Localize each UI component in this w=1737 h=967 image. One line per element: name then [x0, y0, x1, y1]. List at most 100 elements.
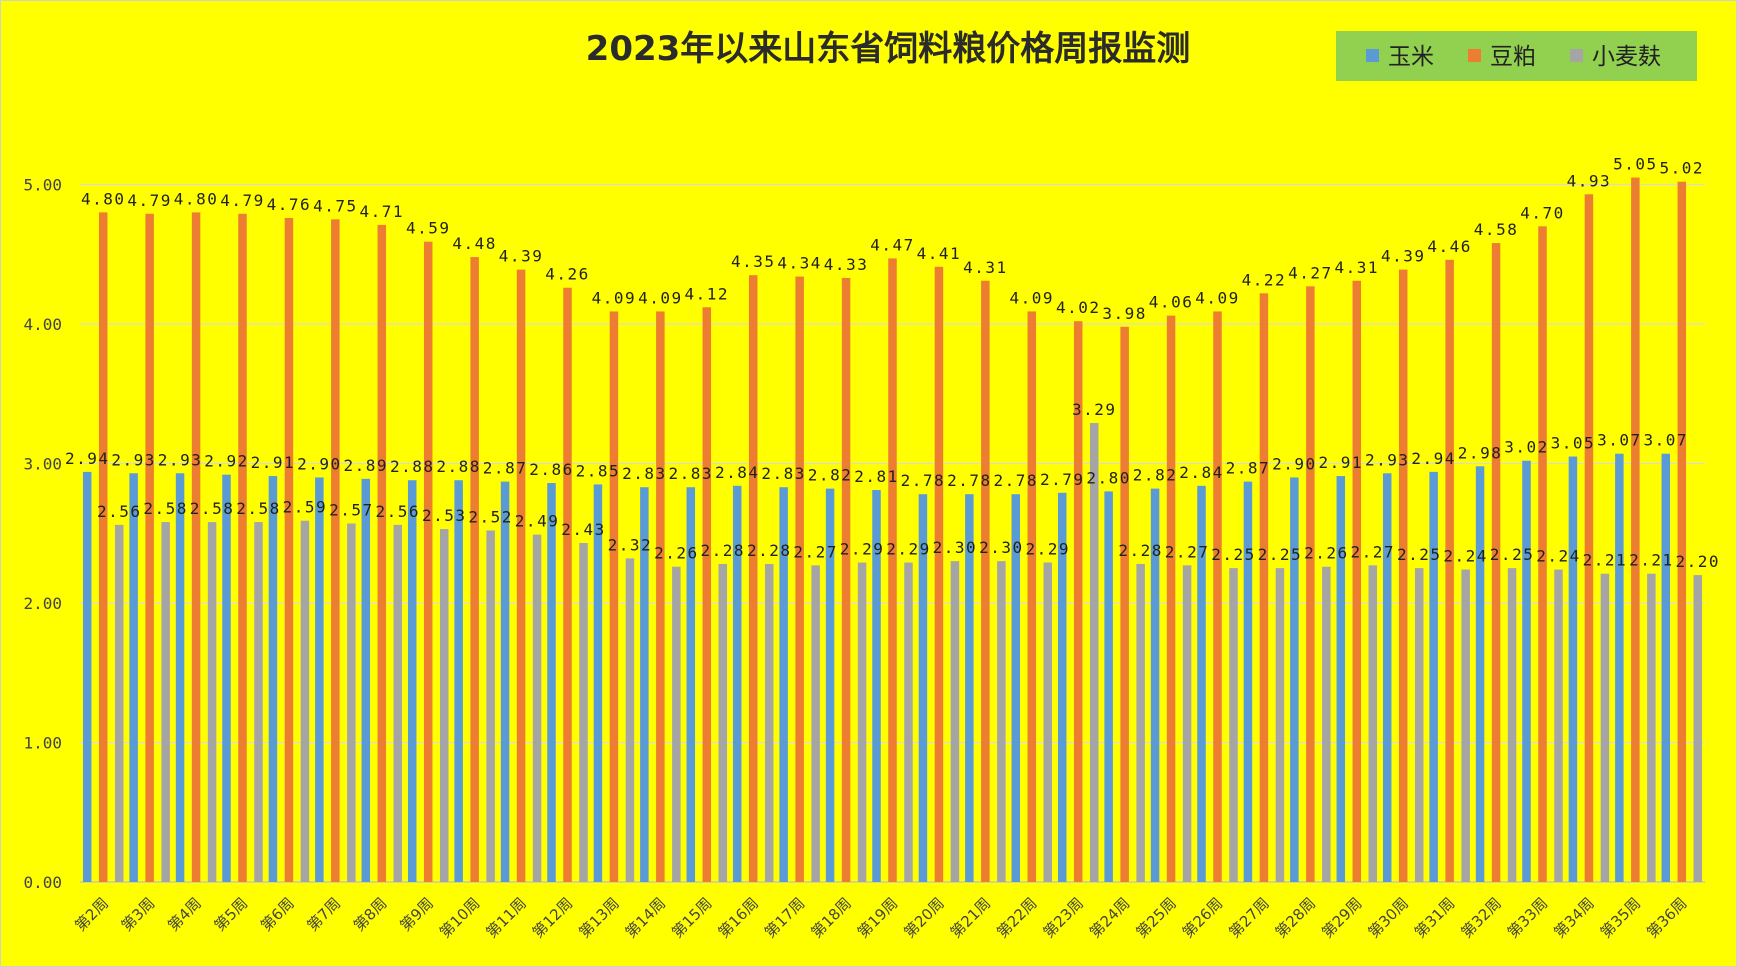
data-label: 2.78 — [947, 471, 992, 490]
data-label: 4.09 — [638, 288, 683, 307]
data-label: 4.09 — [1010, 288, 1055, 307]
data-label: 2.78 — [901, 471, 946, 490]
bar-豆粕-第3周 — [145, 213, 154, 883]
bar-豆粕-第16周 — [748, 275, 758, 882]
data-label: 2.84 — [1179, 463, 1224, 482]
bar-豆粕-第6周 — [284, 217, 294, 883]
bar-小麦麸-第9周 — [439, 529, 449, 882]
bar-豆粕-第12周 — [563, 287, 572, 883]
bar-小麦麸-第31周 — [1461, 569, 1470, 882]
data-label: 2.57 — [329, 500, 374, 519]
data-label: 2.28 — [701, 541, 746, 560]
data-label: 2.93 — [111, 450, 156, 469]
y-axis-ticks: 0.00 1.00 2.00 3.00 4.00 5.00 — [23, 176, 62, 893]
data-label: 5.05 — [1613, 155, 1658, 174]
data-label: 2.83 — [622, 464, 667, 483]
bar-小麦麸-第3周 — [161, 522, 170, 882]
y-tick-label: 3.00 — [23, 455, 62, 474]
data-label: 4.35 — [731, 252, 776, 271]
bar-玉米-第22周 — [1011, 494, 1021, 882]
data-label: 2.27 — [1165, 542, 1210, 561]
y-tick-label: 2.00 — [23, 594, 62, 613]
data-label: 3.07 — [1644, 431, 1689, 450]
bar-小麦麸-第13周 — [625, 558, 635, 882]
bar-小麦麸-第26周 — [1229, 568, 1238, 882]
legend-swatch-小麦麸 — [1570, 49, 1583, 62]
data-label: 4.09 — [592, 288, 637, 307]
data-label: 2.29 — [840, 540, 885, 559]
bar-豆粕-第33周 — [1538, 226, 1547, 883]
data-label: 2.93 — [158, 450, 203, 469]
bar-玉米-第36周 — [1661, 453, 1671, 882]
data-label: 4.46 — [1427, 237, 1472, 256]
legend-box — [1336, 31, 1697, 81]
bar-小麦麸-第25周 — [1182, 565, 1192, 882]
bar-小麦麸-第32周 — [1507, 568, 1517, 882]
data-label: 2.85 — [576, 461, 621, 480]
y-tick-label: 4.00 — [23, 315, 62, 334]
bars — [82, 177, 1703, 883]
bar-玉米-第11周 — [500, 481, 510, 882]
bar-豆粕-第17周 — [795, 276, 804, 882]
bar-豆粕-第15周 — [702, 307, 712, 882]
data-label: 2.28 — [1118, 541, 1163, 560]
data-label: 4.22 — [1242, 270, 1287, 289]
data-label: 4.47 — [870, 235, 915, 254]
bar-豆粕-第19周 — [888, 258, 897, 882]
bar-玉米-第19周 — [872, 490, 881, 882]
data-label: 2.87 — [483, 459, 528, 478]
bar-玉米-第25周 — [1150, 488, 1160, 882]
legend-swatch-豆粕 — [1468, 49, 1481, 62]
legend-swatch-玉米 — [1366, 49, 1379, 62]
bar-玉米-第8周 — [361, 478, 371, 882]
bar-豆粕-第9周 — [423, 241, 433, 882]
data-label: 4.02 — [1056, 298, 1101, 317]
y-tick-label: 5.00 — [23, 176, 62, 195]
bar-豆粕-第30周 — [1398, 269, 1408, 883]
bar-豆粕-第25周 — [1166, 315, 1176, 882]
bar-小麦麸-第27周 — [1275, 568, 1285, 882]
bar-小麦麸-第24周 — [1136, 563, 1145, 882]
data-label: 2.81 — [854, 467, 899, 486]
bar-豆粕-第13周 — [609, 311, 619, 882]
bar-豆粕-第36周 — [1677, 181, 1687, 882]
bar-小麦麸-第19周 — [904, 562, 913, 882]
legend-label-豆粕: 豆粕 — [1490, 44, 1536, 70]
bar-玉米-第13周 — [593, 484, 603, 882]
data-label: 3.07 — [1597, 431, 1642, 450]
data-label: 2.80 — [1086, 468, 1131, 487]
data-label: 2.90 — [297, 454, 342, 473]
bar-小麦麸-第17周 — [811, 565, 820, 882]
data-label: 2.94 — [65, 449, 110, 468]
data-label: 4.27 — [1288, 263, 1333, 282]
data-label: 2.49 — [515, 512, 560, 531]
data-label: 2.98 — [1458, 443, 1503, 462]
data-label: 2.21 — [1629, 551, 1674, 570]
bar-玉米-第30周 — [1382, 473, 1392, 882]
data-label: 2.93 — [1365, 450, 1410, 469]
bar-小麦麸-第15周 — [718, 563, 728, 882]
bar-小麦麸-第36周 — [1693, 575, 1703, 882]
data-label: 4.31 — [963, 258, 1008, 277]
bar-豆粕-第26周 — [1213, 311, 1222, 882]
data-label: 3.98 — [1102, 304, 1147, 323]
bar-小麦麸-第8周 — [393, 524, 403, 882]
bar-玉米-第31周 — [1429, 471, 1438, 882]
bar-小麦麸-第16周 — [764, 563, 774, 882]
bar-小麦麸-第2周 — [114, 524, 124, 882]
bar-玉米-第27周 — [1243, 481, 1253, 882]
data-label: 2.21 — [1583, 551, 1628, 570]
bar-小麦麸-第14周 — [672, 566, 681, 882]
data-label: 4.58 — [1474, 220, 1519, 239]
bar-豆粕-第20周 — [934, 266, 944, 882]
data-label: 2.25 — [1211, 545, 1256, 564]
data-label: 4.70 — [1520, 203, 1565, 222]
bar-豆粕-第10周 — [470, 257, 479, 882]
data-label: 2.29 — [886, 540, 931, 559]
data-label: 4.26 — [545, 265, 590, 284]
bar-小麦麸-第18周 — [857, 562, 867, 882]
data-label: 2.91 — [251, 453, 296, 472]
bar-小麦麸-第35周 — [1647, 573, 1656, 882]
data-label: 2.83 — [761, 464, 806, 483]
bar-豆粕-第27周 — [1259, 293, 1269, 882]
